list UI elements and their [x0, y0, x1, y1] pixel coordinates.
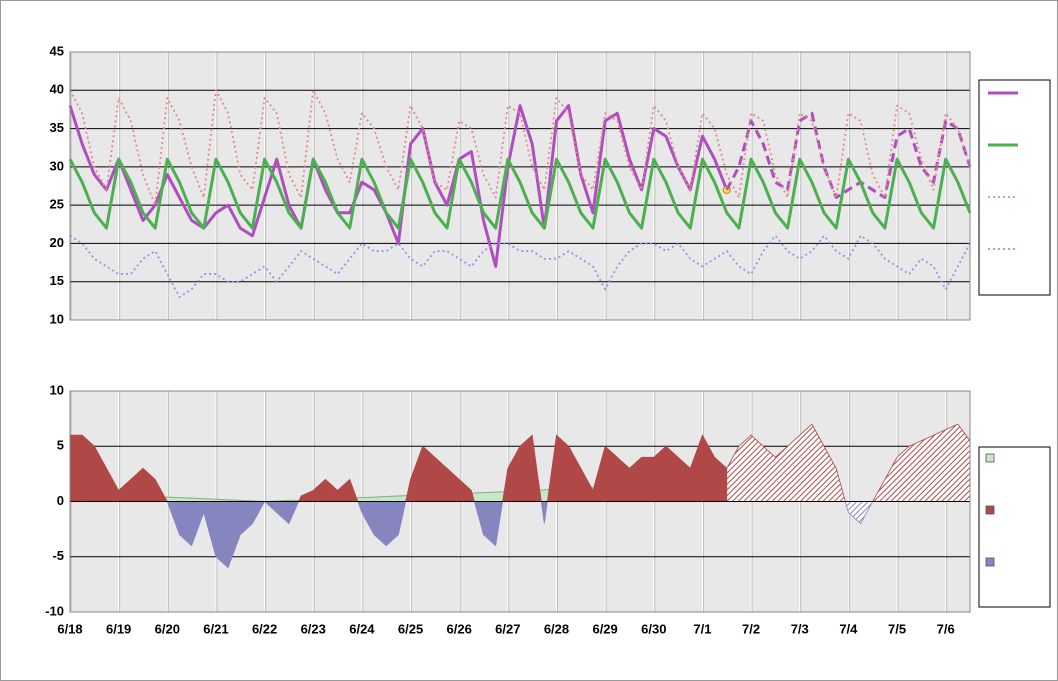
y-tick-label: -5: [52, 548, 64, 563]
y-tick-label: 5: [57, 438, 64, 453]
x-tick-label: 6/25: [398, 621, 423, 636]
x-tick-label: 6/18: [57, 621, 82, 636]
x-tick-label: 6/30: [641, 621, 666, 636]
x-tick-label: 7/5: [888, 621, 906, 636]
legend-swatch: [985, 505, 995, 515]
x-tick-label: 6/21: [203, 621, 228, 636]
y-tick-label: 15: [50, 273, 64, 288]
area-positive: [70, 434, 728, 502]
x-tick-label: 6/23: [301, 621, 326, 636]
y-tick-label: 10: [50, 311, 64, 326]
y-tick-label: 40: [50, 82, 64, 97]
x-tick-label: 6/24: [349, 621, 375, 636]
x-tick-label: 7/1: [693, 621, 711, 636]
legend-swatch: [985, 453, 995, 463]
x-tick-label: 6/29: [592, 621, 617, 636]
y-tick-label: 45: [50, 43, 64, 58]
area-positive: [726, 423, 970, 502]
area-negative: [70, 501, 728, 569]
plot-frame: [69, 51, 971, 321]
series-line: [68, 157, 972, 230]
x-tick-label: 6/28: [544, 621, 569, 636]
area-negative: [726, 501, 970, 525]
series-line: [725, 111, 972, 199]
y-tick-label: -10: [45, 603, 64, 618]
x-tick-label: 7/4: [839, 621, 858, 636]
y-tick-label: 25: [50, 197, 64, 212]
x-tick-label: 6/20: [155, 621, 180, 636]
y-tick-label: 10: [50, 382, 64, 397]
y-tick-label: 20: [50, 235, 64, 250]
x-tick-label: 6/27: [495, 621, 520, 636]
legend-swatch: [985, 557, 995, 567]
x-tick-label: 6/19: [106, 621, 131, 636]
series-line: [69, 234, 971, 298]
series-line: [68, 104, 729, 268]
legend-box: [978, 79, 1051, 296]
x-tick-label: 7/3: [791, 621, 809, 636]
y-tick-label: 30: [50, 158, 64, 173]
x-tick-label: 7/2: [742, 621, 760, 636]
plot-frame: [69, 390, 971, 613]
legend-box: [978, 446, 1051, 608]
y-tick-label: 0: [57, 493, 64, 508]
x-tick-label: 6/26: [447, 621, 472, 636]
x-tick-label: 6/22: [252, 621, 277, 636]
x-tick-label: 7/6: [937, 621, 955, 636]
y-tick-label: 35: [50, 120, 64, 135]
